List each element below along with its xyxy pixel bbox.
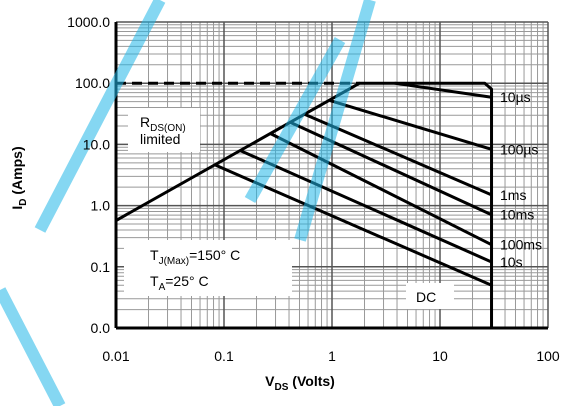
dc-box [406,283,454,309]
boundary-line [115,81,494,328]
rds-annotation-rest: limited [140,131,180,147]
series-label: 100µs [500,141,538,157]
pulse-line [239,148,493,264]
series-label: 1ms [500,187,526,203]
y-tick-label: 0.1 [91,259,111,275]
grid [115,21,549,329]
series-label: 10µs [500,89,531,105]
y-tick-label: 100.0 [75,75,110,91]
series-label: DC [416,289,436,305]
y-tick-label: 1000.0 [67,14,110,30]
x-axis-label: VDS (Volts) [265,373,335,393]
x-tick-label: 0.1 [214,348,234,364]
x-tick-label: 100 [536,348,560,364]
series-label: 100ms [500,237,542,253]
ta-annotation: TA=25° C [150,273,209,293]
x-tick-label: 10 [432,348,448,364]
y-axis-label: ID (Amps) [9,146,29,209]
series-label: 10s [500,254,523,270]
pulse-line [394,81,492,99]
rds-annotation: RDS(ON) [140,114,186,134]
pulse-line [329,99,492,151]
y-tick-label: 0.0 [91,320,111,336]
x-tick-label: 1 [328,348,336,364]
temp-box [124,240,292,296]
y-tick-label: 10.0 [83,136,110,152]
watermark [0,0,376,406]
pulse-line [269,132,493,247]
series-label: 10ms [500,207,534,223]
rds-box [128,108,200,152]
x-tick-label: 0.01 [102,348,129,364]
y-tick-label: 1.0 [91,198,111,214]
tj-annotation: TJ(Max)=150° C [150,247,240,267]
